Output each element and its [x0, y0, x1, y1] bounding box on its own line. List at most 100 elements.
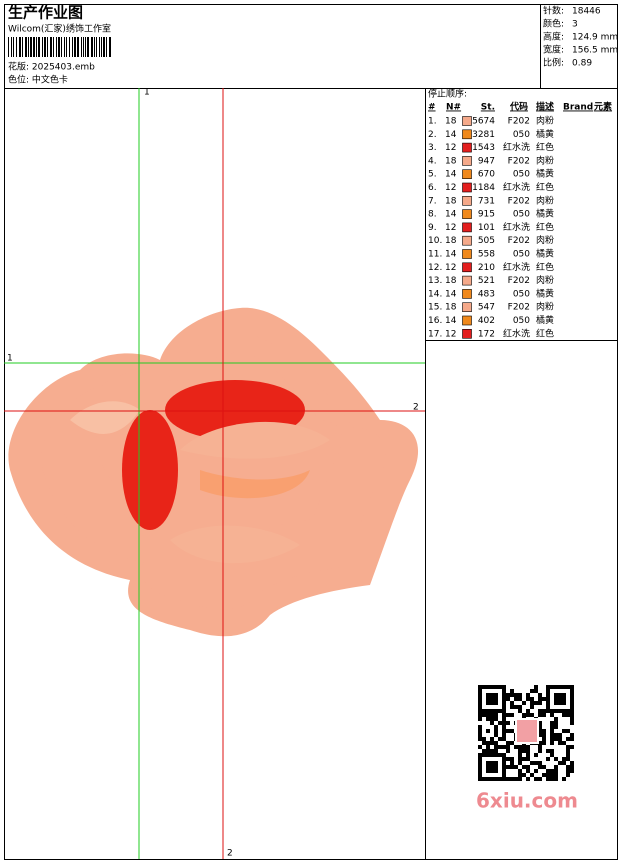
- qr-finder: [546, 685, 574, 713]
- description: 肉粉: [536, 115, 554, 127]
- description: 红色: [536, 327, 554, 339]
- qr-cell: [518, 777, 522, 781]
- qr-finder: [478, 753, 506, 781]
- design-file: 花版: 2025403.emb: [8, 61, 95, 73]
- qr-cell: [542, 765, 546, 769]
- qr-cell: [510, 693, 514, 697]
- description: 橘黄: [536, 314, 554, 326]
- qr-cell: [506, 721, 510, 725]
- qr-cell: [550, 753, 554, 757]
- qr-cell: [494, 729, 498, 733]
- color-swatch: [462, 275, 472, 286]
- bar: [91, 37, 93, 57]
- qr-cell: [566, 757, 570, 761]
- qr-cell: [518, 757, 522, 761]
- qr-cell: [554, 717, 558, 721]
- qr-cell: [526, 697, 530, 701]
- qr-cell: [554, 773, 558, 777]
- guide-label: 2: [413, 403, 419, 413]
- color-swatch: [462, 328, 472, 339]
- qr-cell: [506, 765, 510, 769]
- bar: [33, 37, 35, 57]
- stitches: 505: [478, 236, 495, 246]
- color-swatch: [462, 169, 472, 179]
- qr-cell: [478, 725, 482, 729]
- qr-cell: [478, 737, 482, 741]
- qr-cell: [494, 733, 498, 737]
- qr-cell: [570, 765, 574, 769]
- description: 肉粉: [536, 234, 554, 246]
- qr-cell: [490, 749, 494, 753]
- stitches: 521: [478, 276, 495, 286]
- guide-label: 2: [227, 849, 233, 859]
- bar: [56, 37, 57, 57]
- stitches: 947: [478, 156, 495, 166]
- needle: 14: [445, 289, 457, 299]
- qr-cell: [482, 737, 486, 741]
- needle: 18: [445, 236, 457, 246]
- qr-cell: [558, 737, 562, 741]
- qr-cell: [506, 713, 510, 717]
- qr-cell: [566, 737, 570, 741]
- qr-cell: [522, 745, 526, 749]
- row-index: 2.: [428, 130, 437, 140]
- needle: 14: [445, 170, 457, 180]
- qr-cell: [510, 713, 514, 717]
- qr-cell: [538, 721, 542, 725]
- needle: 14: [445, 250, 457, 260]
- qr-cell: [490, 713, 494, 717]
- qr-cell: [482, 741, 486, 745]
- qr-cell: [538, 693, 542, 697]
- stitches: 915: [478, 210, 495, 220]
- color-swatch: [462, 289, 472, 299]
- row-index: 11.: [428, 250, 442, 260]
- qr-cell: [514, 765, 518, 769]
- row-index: 10.: [428, 236, 442, 246]
- qr-cell: [502, 729, 506, 733]
- qr-cell: [570, 745, 574, 749]
- color-swatch: [462, 129, 472, 140]
- qr-cell: [530, 701, 534, 705]
- qr-cell: [510, 777, 514, 781]
- qr-cell: [550, 769, 554, 773]
- code: F202: [508, 196, 530, 206]
- qr-cell: [530, 773, 534, 777]
- bar: [13, 37, 14, 57]
- qr-cell: [526, 753, 530, 757]
- stat-value: 0.89: [572, 59, 592, 69]
- qr-cell: [570, 721, 574, 725]
- column-header: #: [428, 103, 436, 113]
- needle: 12: [445, 329, 456, 339]
- qr-cell: [526, 757, 530, 761]
- qr-cell: [486, 729, 490, 733]
- qr-cell: [486, 749, 490, 753]
- guide-label: 1: [144, 88, 150, 98]
- qr-cell: [510, 757, 514, 761]
- qr-cell: [542, 713, 546, 717]
- stitches: 172: [478, 329, 495, 339]
- bar: [16, 37, 17, 57]
- color-chart: 色位: 中文色卡: [8, 74, 68, 86]
- stat-value: 156.5 mm: [572, 46, 618, 56]
- qr-cell: [526, 777, 530, 781]
- row-index: 15.: [428, 303, 442, 313]
- column-header: Brand: [563, 103, 593, 113]
- qr-cell: [494, 713, 498, 717]
- qr-cell: [482, 713, 486, 717]
- bar: [53, 37, 54, 57]
- qr-cell: [538, 733, 542, 737]
- qr-cell: [562, 757, 566, 761]
- code: 红水洗: [503, 261, 530, 273]
- qr-cell: [518, 705, 522, 709]
- needle: 12: [445, 223, 456, 233]
- stat-label: 针数:: [543, 5, 564, 17]
- qr-cell: [506, 693, 510, 697]
- qr-cell: [526, 713, 530, 717]
- stitches: 3281: [472, 130, 495, 140]
- qr-cell: [550, 749, 554, 753]
- bar: [38, 37, 40, 57]
- row-index: 4.: [428, 156, 437, 166]
- stitches: 547: [478, 303, 495, 313]
- qr-cell: [542, 697, 546, 701]
